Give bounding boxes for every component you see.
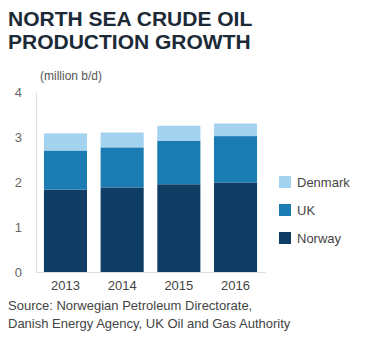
legend-label: UK bbox=[297, 203, 315, 218]
text-line: PRODUCTION GROWTH bbox=[8, 30, 251, 53]
text-line: NORTH SEA CRUDE OIL bbox=[8, 7, 252, 30]
legend-label: Denmark bbox=[297, 175, 350, 190]
y-tick-label: 0 bbox=[15, 265, 22, 280]
x-tick-label: 2016 bbox=[221, 278, 250, 293]
x-axis-line bbox=[37, 272, 266, 273]
y-tick-label: 1 bbox=[15, 220, 22, 235]
bar bbox=[214, 182, 257, 272]
y-tick: 0 bbox=[15, 265, 36, 280]
legend-swatch bbox=[279, 232, 291, 244]
legend-label: Norway bbox=[297, 231, 342, 246]
x-tick: 2013 bbox=[51, 272, 80, 293]
x-axis: 2013 2014 2015 2016 bbox=[37, 272, 266, 293]
y-tick-label: 4 bbox=[15, 85, 22, 100]
bar bbox=[101, 187, 144, 272]
bar bbox=[157, 126, 200, 141]
y-tick-label: 2 bbox=[15, 175, 22, 190]
text-line: Source: Norwegian Petroleum Directorate, bbox=[8, 298, 252, 313]
y-tick: 3 bbox=[15, 130, 36, 145]
source: Source: Norwegian Petroleum Directorate,… bbox=[8, 298, 291, 331]
bar bbox=[101, 133, 144, 148]
chart: NORTH SEA CRUDE OILPRODUCTION GROWTH (mil… bbox=[0, 0, 389, 351]
x-tick: 2015 bbox=[164, 272, 193, 293]
y-axis-line bbox=[36, 93, 37, 273]
legend-swatch bbox=[279, 176, 291, 188]
bars bbox=[44, 124, 257, 273]
text-line: Danish Energy Agency, UK Oil and Gas Aut… bbox=[8, 316, 291, 331]
bar bbox=[214, 136, 257, 182]
y-tick: 1 bbox=[15, 220, 36, 235]
bar bbox=[157, 141, 200, 185]
x-tick-label: 2013 bbox=[51, 278, 80, 293]
series-2 bbox=[44, 124, 257, 151]
x-tick-label: 2014 bbox=[108, 278, 137, 293]
x-tick: 2014 bbox=[108, 272, 137, 293]
series-0 bbox=[44, 182, 257, 272]
bar bbox=[44, 151, 87, 190]
bar bbox=[44, 133, 87, 150]
legend: Denmark UK Norway bbox=[279, 175, 350, 246]
x-tick-label: 2015 bbox=[164, 278, 193, 293]
bar bbox=[214, 124, 257, 137]
bar bbox=[101, 147, 144, 187]
y-tick: 4 bbox=[15, 85, 36, 100]
y-axis: 0 1 2 3 4 bbox=[15, 85, 37, 280]
bar bbox=[157, 184, 200, 272]
y-tick-label: 3 bbox=[15, 130, 22, 145]
title: NORTH SEA CRUDE OILPRODUCTION GROWTH bbox=[8, 7, 252, 53]
bar bbox=[44, 190, 87, 272]
x-tick: 2016 bbox=[221, 272, 250, 293]
legend-swatch bbox=[279, 204, 291, 216]
y-tick: 2 bbox=[15, 175, 36, 190]
y-label: (million b/d) bbox=[40, 69, 102, 83]
